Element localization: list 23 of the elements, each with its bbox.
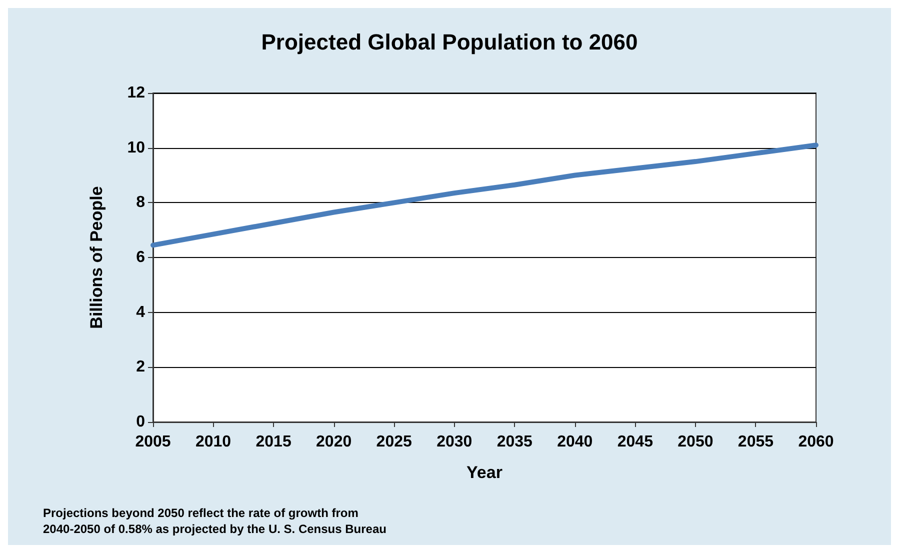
x-tick-label: 2025 xyxy=(376,434,412,450)
text: Projections beyond 2050 reflect the rate of growth from 2040-2050 of 0.58% as projected by the U. S. Census Bureau xyxy=(43,506,386,536)
x-tick-label: 2045 xyxy=(617,434,654,450)
x-tick-label: 2010 xyxy=(195,434,232,450)
x-tick-label: 2055 xyxy=(738,434,774,450)
y-axis-title: Billions of People xyxy=(87,186,106,329)
y-tick-label: 12 xyxy=(127,84,146,102)
y-tick-label: 0 xyxy=(136,414,146,430)
x-axis-title: Year xyxy=(466,463,503,482)
x-tick-label: 2005 xyxy=(135,434,171,450)
chart-title: Projected Global Population to 2060 xyxy=(261,30,638,54)
x-tick-label: 2030 xyxy=(436,434,472,450)
y-tick-label: 8 xyxy=(136,194,146,212)
y-tick-label: 6 xyxy=(136,249,146,266)
x-tick-label: 2035 xyxy=(496,434,533,450)
x-tick-label: 2015 xyxy=(256,434,292,450)
y-tick-label: 2 xyxy=(136,358,146,376)
x-tick-label: 2020 xyxy=(316,434,352,450)
x-tick-label: 2040 xyxy=(557,434,593,450)
x-tick-label: 2060 xyxy=(798,434,834,450)
x-tick-label: 2050 xyxy=(678,434,714,450)
y-tick-label: 10 xyxy=(127,139,146,156)
y-tick-label: 4 xyxy=(136,304,146,321)
